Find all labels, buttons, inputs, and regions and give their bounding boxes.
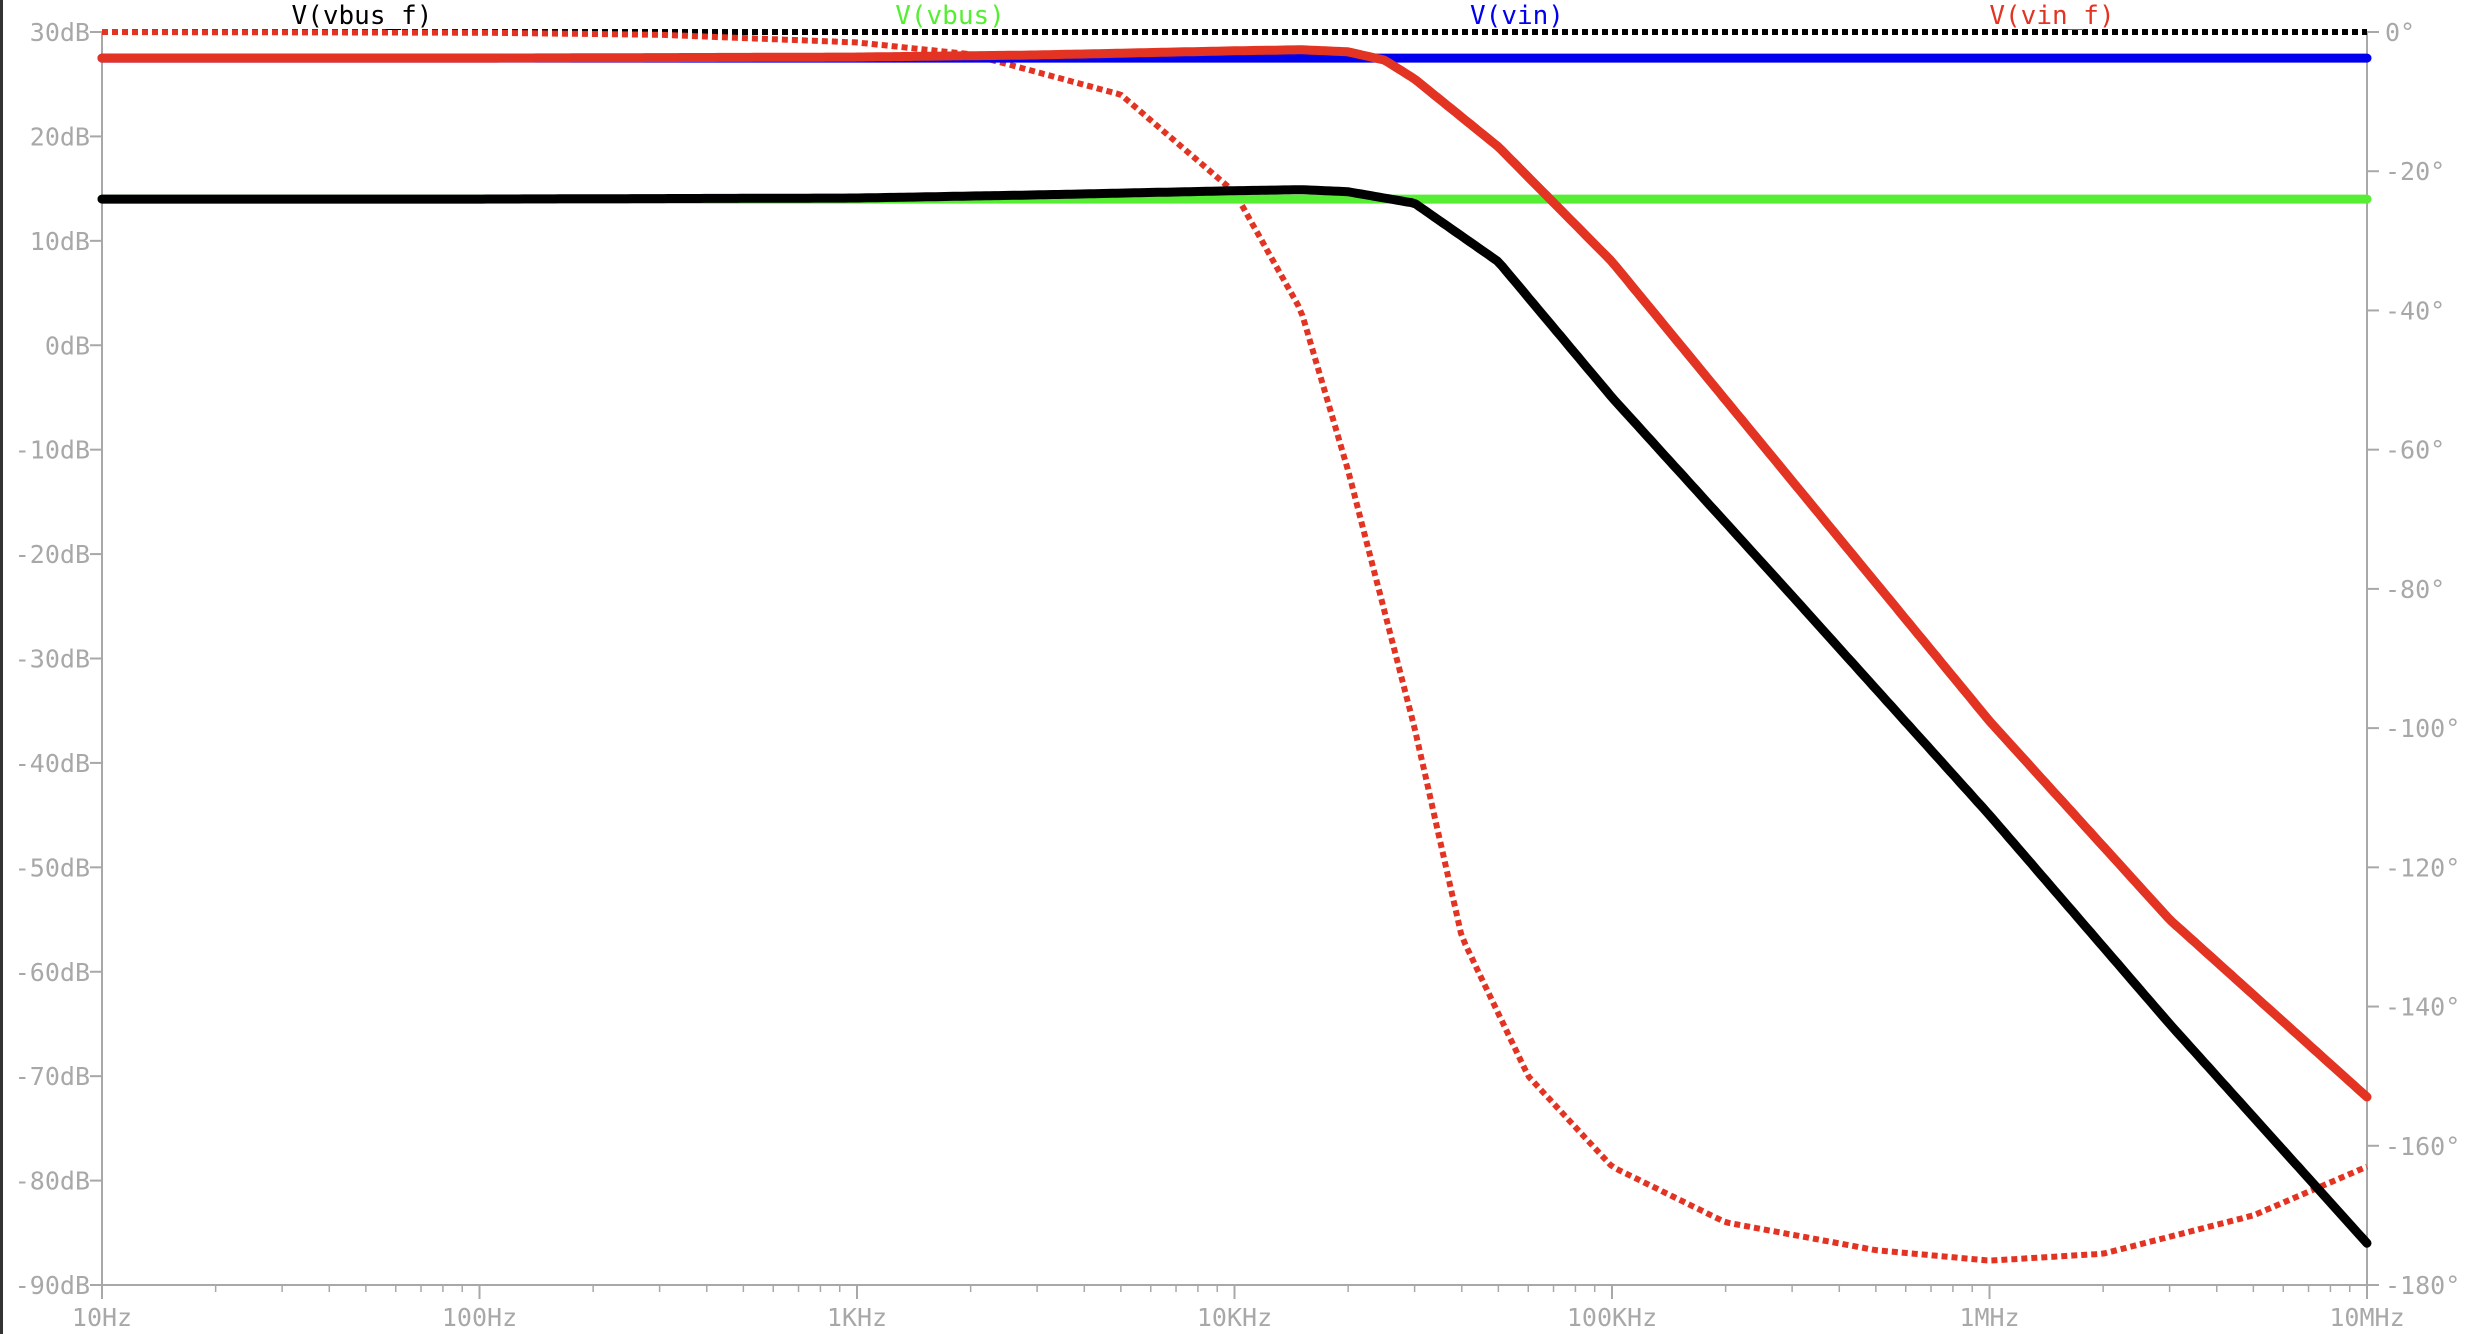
x-tick-label: 100Hz [442,1303,517,1332]
x-tick-label: 1MHz [1959,1303,2019,1332]
legend-v-vbus-f: V(vbus_f) [292,1,433,31]
series-layer [97,29,2372,1264]
x-tick-label: 100KHz [1567,1303,1657,1332]
legend-v-vbus: V(vbus) [895,1,1005,31]
y-right-tick-label: -180° [2385,1271,2460,1300]
y-right-tick-label: -120° [2385,853,2460,882]
legend-v-vin: V(vin) [1470,1,1564,31]
legend: V(vbus_f) V(vbus) V(vin) V(vin_f) [292,1,2115,31]
magnitude-curves [97,45,2372,1248]
v-vin-f-magnitude-curve [97,45,2372,1102]
x-tick-label: 1KHz [827,1303,887,1332]
y-right-tick-label: -100° [2385,714,2460,743]
legend-v-vin-f: V(vin_f) [1989,1,2114,31]
y-left-tick-label: -30dB [15,645,90,674]
y-right-tick-label: -20° [2385,157,2445,186]
y-left-tick-label: -90dB [15,1271,90,1300]
y-right-tick-label: -40° [2385,296,2445,325]
y-left-tick-label: -70dB [15,1062,90,1091]
v-vin-f-phase-curve [102,29,2369,1264]
y-right-tick-label: -140° [2385,993,2460,1022]
y-right-tick-label: -60° [2385,436,2445,465]
phase-curves [102,29,2369,1264]
y-left-tick-label: 20dB [30,122,90,151]
y-left-tick-label: 10dB [30,227,90,256]
y-right-tick-label: -80° [2385,575,2445,604]
x-tick-label: 10Hz [72,1303,132,1332]
y-left-tick-label: -80dB [15,1167,90,1196]
y-left-tick-label: -20dB [15,540,90,569]
y-left-tick-label: 30dB [30,18,90,47]
y-left-tick-label: 0dB [45,331,90,360]
y-right-tick-label: -160° [2385,1132,2460,1161]
v-vbus-f-magnitude-curve [97,185,2372,1248]
y-left-tick-label: -10dB [15,436,90,465]
x-tick-label: 10KHz [1197,1303,1272,1332]
y-left-tick-label: -60dB [15,958,90,987]
axes: 30dB 20dB 10dB 0dB -10dB -20dB -30dB -40dB -50dB… [15,18,2461,1332]
y-left-tick-label: -40dB [15,749,90,778]
x-tick-label: 10MHz [2329,1303,2404,1332]
y-left-tick-label: -50dB [15,853,90,882]
y-right-tick-label: 0° [2385,18,2415,47]
